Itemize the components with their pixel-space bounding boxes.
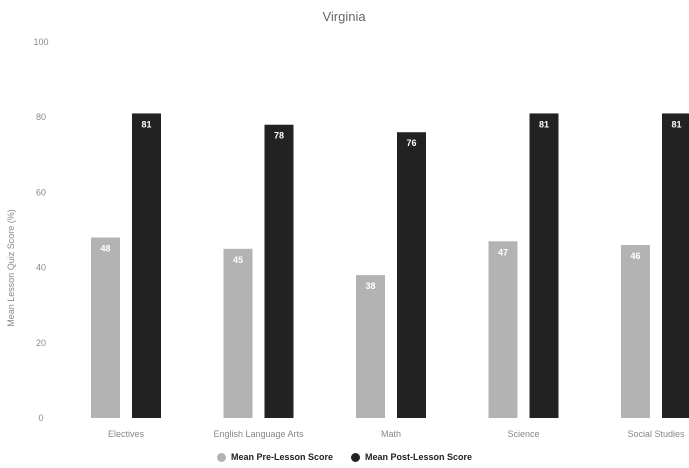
legend-item-post[interactable]: Mean Post-Lesson Score [351,452,472,462]
x-tick-label: English Language Arts [213,429,304,439]
bar-value-label: 81 [539,119,549,129]
bar-pre-lesson[interactable] [223,248,253,418]
bar-value-label: 76 [406,138,416,148]
bar-value-label: 45 [233,255,243,265]
x-tick-label: Electives [108,429,145,439]
bar-pre-lesson[interactable] [488,241,518,418]
y-tick-label: 100 [33,37,48,47]
bar-value-label: 81 [141,119,151,129]
legend-swatch-post-icon [351,452,360,462]
bar-pre-lesson[interactable] [621,245,650,418]
y-tick-label: 20 [36,338,46,348]
bar-value-label: 81 [671,119,681,129]
bar-pre-lesson[interactable] [356,275,385,418]
y-tick-label: 80 [36,112,46,122]
x-axis-ticks: Electives English Language Arts Math Scienc… [108,429,685,439]
y-tick-label: 60 [36,187,46,197]
bar-value-label: 47 [498,247,508,257]
x-tick-label: Social Studies [627,429,685,439]
chart-title: Virginia [322,9,366,24]
bar-value-label: 48 [100,244,110,254]
bars-group: 48 81 45 78 38 76 47 81 46 81 [91,113,689,419]
y-tick-label: 40 [36,263,46,273]
bar-pre-lesson[interactable] [91,237,120,418]
legend-swatch-pre-icon [216,452,226,462]
bar-post-lesson[interactable] [529,113,559,418]
y-axis-label: Mean Lesson Quiz Score (%) [6,209,16,327]
bar-value-label: 78 [274,131,284,141]
bar-post-lesson[interactable] [132,113,161,418]
legend-label-post: Mean Post-Lesson Score [365,452,473,462]
legend-item-pre[interactable]: Mean Pre-Lesson Score [216,452,333,462]
bar-value-label: 46 [630,251,640,261]
x-tick-label: Math [381,429,401,439]
bar-value-label: 38 [365,281,375,291]
legend: Mean Pre-Lesson Score Mean Post-Lesson S… [0,452,689,462]
legend-label-pre: Mean Pre-Lesson Score [230,452,333,462]
bar-post-lesson[interactable] [662,113,689,418]
y-axis-ticks: 0 20 40 60 80 100 [33,37,48,423]
x-tick-label: Science [507,429,539,439]
bar-post-lesson[interactable] [264,124,294,418]
bar-post-lesson[interactable] [397,132,426,419]
y-tick-label: 0 [38,413,43,423]
